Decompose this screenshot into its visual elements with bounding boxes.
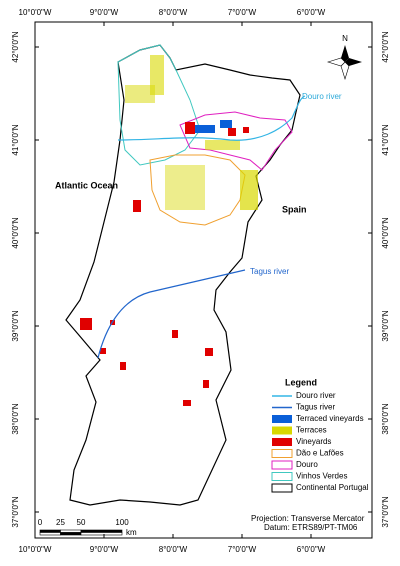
legend-label: Dão e Lafões — [296, 449, 344, 458]
legend-items: Douro river Tagus river Terraced vineyards… — [271, 391, 369, 493]
latitude-label: 42°0'0"N — [11, 31, 20, 62]
legend-label: Terraced vineyards — [296, 414, 364, 423]
scale-label: 50 — [77, 518, 86, 527]
legend-symbol — [271, 483, 293, 493]
scale-segment — [60, 532, 82, 536]
scale-label: 0 — [38, 518, 43, 527]
longitude-label: 8°0'0"W — [159, 545, 188, 554]
latitude-label: 42°0'0"N — [381, 31, 390, 62]
longitude-label: 7°0'0"W — [228, 8, 257, 17]
longitude-label: 7°0'0"W — [228, 545, 257, 554]
terraces — [125, 55, 258, 210]
legend-label: Vinhos Verdes — [296, 472, 347, 481]
latitude-label: 40°0'0"N — [381, 217, 390, 248]
legend-symbol — [272, 415, 292, 423]
scale-segment — [60, 529, 82, 533]
tagus-label: Tagus river — [250, 267, 289, 276]
latitude-label: 38°0'0"N — [381, 403, 390, 434]
longitude-label: 10°0'0"W — [19, 8, 52, 17]
legend-label: Continental Portugal — [296, 483, 369, 492]
scale-segment — [39, 532, 61, 536]
latitude-label: 39°0'0"N — [11, 310, 20, 341]
dao-lafoes-region — [149, 154, 246, 226]
longitude-label: 6°0'0"W — [297, 8, 326, 17]
douro-river — [117, 95, 306, 141]
longitude-label: 6°0'0"W — [297, 545, 326, 554]
legend-label: Vineyards — [296, 437, 331, 446]
country-label: Spain — [282, 204, 307, 214]
legend-label: Douro river — [296, 391, 336, 400]
legend-title: Legend — [285, 377, 317, 387]
scale-label: 25 — [56, 518, 65, 527]
longitude-label: 8°0'0"W — [159, 8, 188, 17]
datum: Datum: ETRS89/PT-TM06 — [264, 523, 358, 532]
latitude-label: 38°0'0"N — [11, 403, 20, 434]
portugal-outline — [65, 44, 301, 506]
latitude-label: 41°0'0"N — [381, 124, 390, 155]
scale-unit: km — [126, 528, 137, 537]
latitude-label: 37°0'0"N — [11, 496, 20, 527]
latitude-label: 37°0'0"N — [381, 496, 390, 527]
scale-label: 100 — [115, 518, 129, 527]
scale-segment — [39, 529, 61, 533]
north-label: N — [342, 34, 348, 43]
legend-label: Tagus river — [296, 403, 335, 412]
legend-symbol — [271, 449, 293, 458]
tagus-river — [97, 269, 246, 359]
latitude-label: 41°0'0"N — [11, 124, 20, 155]
north-arrow — [326, 45, 362, 81]
longitude-label: 9°0'0"W — [90, 8, 119, 17]
legend-symbol — [271, 460, 293, 470]
douro-label: Douro river — [302, 92, 342, 101]
longitude-label: 9°0'0"W — [90, 545, 119, 554]
vineyards — [80, 122, 249, 406]
latitude-label: 39°0'0"N — [381, 310, 390, 341]
legend-symbol — [272, 426, 292, 435]
legend-label: Terraces — [296, 426, 327, 435]
ocean-label: Atlantic Ocean — [55, 180, 118, 190]
projection: Projection: Transverse Mercator — [251, 514, 365, 523]
legend-symbol — [272, 438, 292, 446]
terraced-vineyards — [195, 120, 232, 133]
scale-segment — [80, 529, 123, 533]
legend-symbol — [271, 472, 293, 481]
scale-segment — [80, 532, 123, 536]
longitude-label: 10°0'0"W — [19, 545, 52, 554]
latitude-label: 40°0'0"N — [11, 217, 20, 248]
legend-label: Douro — [296, 460, 318, 469]
